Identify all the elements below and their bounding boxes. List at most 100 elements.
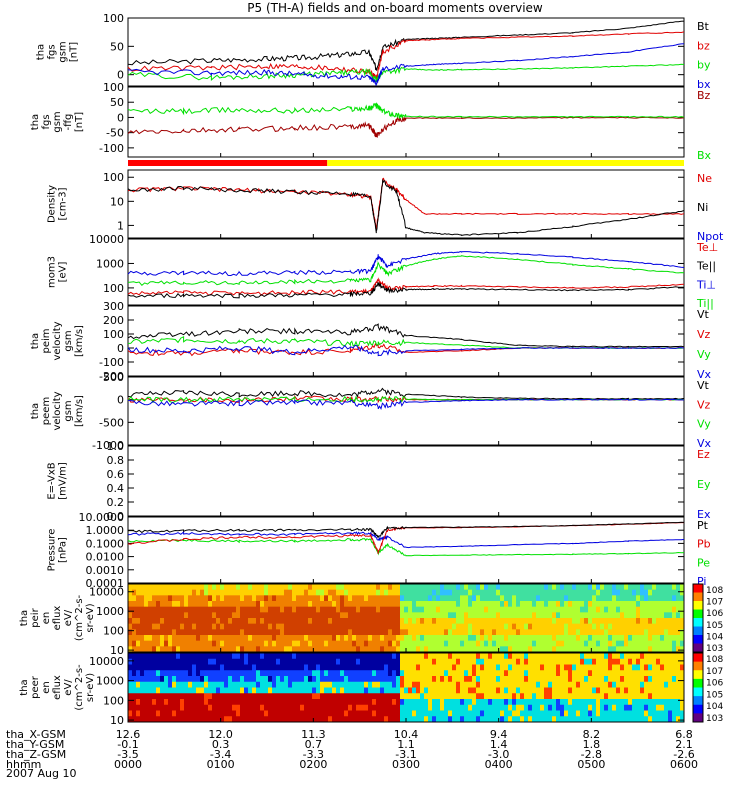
colorbar-swatch <box>693 687 703 697</box>
colorbar-label: 104 <box>706 632 723 642</box>
y-tick-label: 100 <box>103 694 124 707</box>
colorbar-label: 107 <box>706 598 723 608</box>
y-tick-label: 1.0000 <box>86 524 125 537</box>
legend-entry: Vy <box>697 348 711 361</box>
series-Vt-line <box>127 323 685 348</box>
y-axis-label: peir <box>30 607 41 627</box>
y-axis-label: tha <box>19 610 30 626</box>
series-Ni-line <box>127 179 685 236</box>
y-axis-label: fgs <box>47 44 58 59</box>
y-axis-label: [nT] <box>74 112 85 132</box>
y-tick-label: 0.0001 <box>86 577 125 590</box>
series-Pt-line <box>127 521 685 538</box>
y-axis-label: [nT] <box>69 42 80 62</box>
y-tick-label: -50 <box>106 127 124 140</box>
x-axis-value: 0500 <box>577 758 605 771</box>
colorbar-swatch <box>693 704 703 714</box>
colorbar-swatch <box>693 592 703 602</box>
y-tick-label: 300 <box>103 300 124 313</box>
y-axis-label: gsm <box>58 41 69 62</box>
y-tick-label: 0 <box>117 69 124 82</box>
x-axis-value: 6.8 <box>675 728 693 741</box>
legend: Te⊥ Te|| Ti⊥ Ti|| <box>696 241 718 310</box>
y-tick-label: 0.8 <box>107 454 125 467</box>
y-tick-label: 10000 <box>89 233 124 246</box>
colorbar-label: 104 <box>706 702 723 712</box>
x-axis-value: 0000 <box>114 758 142 771</box>
y-tick-label: 0.0 <box>107 510 125 523</box>
series-by-line <box>127 63 685 83</box>
series-Pi-line <box>127 531 685 549</box>
y-tick-label: 0.2 <box>107 496 125 509</box>
y-axis-label: velocity <box>52 391 63 430</box>
legend-entry: Bt <box>697 20 710 33</box>
y-tick-label: -100 <box>99 356 124 369</box>
x-axis-value: 9.4 <box>490 728 508 741</box>
x-axis-table: tha_X-GSM 12.6 12.0 11.3 10.4 9.4 8.2 6.8 tha_Y-… <box>6 728 698 780</box>
y-tick-label: 100 <box>103 12 124 25</box>
panel-density: 100 10 1 Density [cm-3] Ne Ni Npot <box>47 169 724 243</box>
y-axis-label: [cm-3] <box>58 187 69 220</box>
colorbar-label: 106 <box>706 609 723 619</box>
series-Vt-line <box>127 387 685 400</box>
series-Bt-line <box>127 20 685 71</box>
y-tick-label: 0.0100 <box>86 551 125 564</box>
y-axis-label: [mV/m] <box>58 462 69 500</box>
panel-frame <box>127 305 685 377</box>
x-axis-value: 2.1 <box>675 738 693 751</box>
x-axis-value: -3.4 <box>210 748 231 761</box>
mode-bar-segment <box>128 160 328 166</box>
legend-entry: Ti⊥ <box>696 278 716 291</box>
y-tick-label: 100 <box>103 328 124 341</box>
y-axis-label: Density <box>47 185 58 223</box>
legend-entry: Vx <box>697 368 712 381</box>
legend-entry: Te|| <box>696 260 716 273</box>
legend-entry: by <box>697 59 711 72</box>
y-tick-label: 10 <box>110 644 124 657</box>
y-axis-label: [km/s] <box>74 395 85 427</box>
x-axis-value: 12.0 <box>208 728 233 741</box>
x-axis-value: 0.3 <box>212 738 230 751</box>
legend: Vt Vz Vy Vx <box>697 379 712 450</box>
y-axis-label: mom3 <box>47 256 58 288</box>
y-tick-label: -200 <box>99 370 124 383</box>
x-axis-value: -2.6 <box>673 748 694 761</box>
y-tick-label: 1 <box>117 219 124 232</box>
legend-entry: Ti|| <box>696 297 714 310</box>
colorbar-label: 105 <box>706 690 723 700</box>
panel-frame <box>127 376 685 446</box>
colorbar-swatch <box>693 696 703 706</box>
x-axis-value: -3.1 <box>395 748 416 761</box>
series-Ti-line <box>127 255 685 287</box>
legend: Pt Pb Pe Pi <box>697 519 711 588</box>
colorbar-label: 105 <box>706 621 723 631</box>
x-axis-row-label: tha_Y-GSM <box>6 738 64 751</box>
y-tick-label: 0.1000 <box>86 537 125 550</box>
panel-frame <box>127 86 685 158</box>
panel-temperature: 10000 1000 100 mom3 [eV] Te⊥ Te|| Ti⊥ Ti|| <box>47 233 719 310</box>
x-axis-row-label: tha_Z-GSM <box>6 748 66 761</box>
mode-bar-segment <box>327 160 684 166</box>
y-tick-label: 10000 <box>89 586 124 599</box>
x-axis-row-label: tha_X-GSM <box>6 728 66 741</box>
series-Bz-line <box>127 115 685 138</box>
y-tick-label: 200 <box>103 314 124 327</box>
y-tick-label: 0 <box>117 111 124 124</box>
colorbar-swatch <box>693 584 703 593</box>
y-axis-label: -ffg <box>63 114 74 131</box>
panel-fgs: 100 50 0 tha fgs gsm [nT] Bt bz by bx <box>36 12 711 91</box>
y-tick-label: 500 <box>103 371 124 384</box>
colorbar-swatch <box>693 661 703 671</box>
legend-entry: Vz <box>697 328 711 341</box>
panel-efield: 1.00.80.60.40.20.0 E=-VxB [mV/m] Ez Ey Ex <box>47 440 711 523</box>
legend-entry: Bz <box>697 89 711 102</box>
y-axis-label: peem <box>41 397 52 425</box>
y-tick-label: 100 <box>103 282 124 295</box>
x-axis-value: 11.3 <box>301 728 326 741</box>
legend: Vt Vz Vy Vx <box>697 308 712 381</box>
